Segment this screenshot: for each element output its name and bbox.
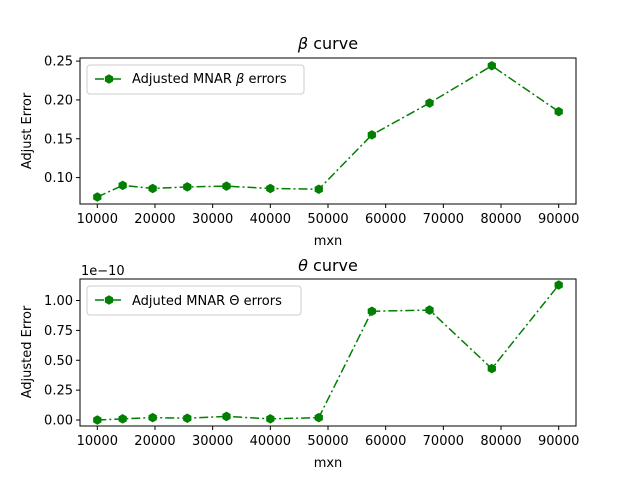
theta-data-point xyxy=(487,363,496,374)
beta-legend: Adjusted MNAR β errors xyxy=(86,64,305,95)
beta-x-tick-label: 70000 xyxy=(423,212,464,227)
beta-chart-panel: β curve 10000 20000 30000 40000 50000 60000 70… xyxy=(20,34,579,249)
theta-legend-marker xyxy=(104,295,114,305)
theta-x-tick-label: 70000 xyxy=(423,434,464,449)
beta-y-ticks: 0.10 0.15 0.20 0.25 xyxy=(44,55,80,186)
beta-x-axis-label: mxn xyxy=(314,234,343,249)
beta-data-point xyxy=(487,60,496,71)
beta-x-tick-label: 80000 xyxy=(480,212,521,227)
beta-x-tick-label: 50000 xyxy=(307,212,348,227)
beta-data-point xyxy=(266,183,275,194)
beta-series xyxy=(93,60,563,202)
beta-x-tick-label: 10000 xyxy=(77,212,118,227)
beta-y-tick-label: 0.20 xyxy=(44,93,73,108)
beta-x-tick-label: 40000 xyxy=(250,212,291,227)
beta-y-tick-label: 0.10 xyxy=(44,171,73,186)
theta-x-tick-label: 50000 xyxy=(307,434,348,449)
beta-chart-title: β curve xyxy=(297,34,358,53)
beta-legend-swatch xyxy=(95,74,123,84)
theta-series xyxy=(93,280,563,425)
beta-data-point xyxy=(183,182,192,192)
theta-chart-panel: θ curve 1e−10 10000 20000 30000 40000 50000 6… xyxy=(20,256,579,471)
theta-legend-swatch xyxy=(95,295,123,305)
beta-x-tick-label: 90000 xyxy=(538,212,579,227)
beta-legend-label: Adjusted MNAR β errors xyxy=(132,72,287,87)
beta-x-tick-label: 20000 xyxy=(134,212,175,227)
beta-data-point xyxy=(314,184,323,195)
theta-data-point xyxy=(118,414,127,424)
theta-y-tick-label: 0.75 xyxy=(44,324,73,339)
theta-data-point xyxy=(425,305,434,315)
theta-data-point xyxy=(314,412,323,423)
theta-data-point xyxy=(222,411,231,422)
theta-data-point xyxy=(148,412,157,423)
beta-y-axis-label: Adjust Error xyxy=(20,92,35,169)
theta-x-tick-label: 60000 xyxy=(365,434,406,449)
theta-x-tick-label: 40000 xyxy=(250,434,291,449)
theta-y-tick-label: 0.25 xyxy=(44,384,73,399)
theta-y-ticks: 0.00 0.25 0.50 0.75 1.00 xyxy=(44,294,80,429)
theta-legend: Adjuted MNAR Θ errors xyxy=(86,285,302,316)
beta-data-point xyxy=(425,98,434,108)
theta-x-ticks: 10000 20000 30000 40000 50000 60000 70000 80000… xyxy=(77,426,579,449)
theta-legend-box xyxy=(86,285,302,316)
beta-data-point xyxy=(367,130,376,140)
theta-data-point xyxy=(183,413,192,424)
beta-legend-marker xyxy=(104,74,114,84)
theta-x-tick-label: 30000 xyxy=(192,434,233,449)
theta-x-axis-label: mxn xyxy=(314,456,343,471)
beta-data-point xyxy=(554,106,563,117)
beta-y-tick-label: 0.25 xyxy=(44,55,73,70)
theta-data-point xyxy=(93,415,102,425)
theta-y-axis-label: Adjusted Error xyxy=(20,305,35,398)
theta-data-point xyxy=(266,414,275,424)
beta-legend-box xyxy=(86,64,305,95)
theta-y-tick-label: 0.00 xyxy=(44,414,73,429)
theta-data-point xyxy=(554,280,563,290)
theta-data-point xyxy=(367,306,376,317)
beta-x-ticks: 10000 20000 30000 40000 50000 60000 70000 80000… xyxy=(77,204,579,227)
theta-chart-title: θ curve xyxy=(298,256,358,275)
theta-x-tick-label: 80000 xyxy=(480,434,521,449)
theta-y-tick-label: 1.00 xyxy=(44,294,73,309)
theta-y-tick-label: 0.50 xyxy=(44,354,73,369)
beta-y-tick-label: 0.15 xyxy=(44,132,73,147)
beta-data-point xyxy=(222,181,231,191)
theta-x-tick-label: 90000 xyxy=(538,434,579,449)
beta-x-tick-label: 60000 xyxy=(365,212,406,227)
beta-x-tick-label: 30000 xyxy=(192,212,233,227)
beta-data-point xyxy=(93,192,102,202)
theta-x-tick-label: 20000 xyxy=(134,434,175,449)
theta-legend-label: Adjuted MNAR Θ errors xyxy=(132,294,282,309)
beta-data-point xyxy=(148,183,157,194)
beta-data-point xyxy=(118,180,127,191)
theta-x-tick-label: 10000 xyxy=(77,434,118,449)
theta-y-offset-text: 1e−10 xyxy=(81,264,125,279)
